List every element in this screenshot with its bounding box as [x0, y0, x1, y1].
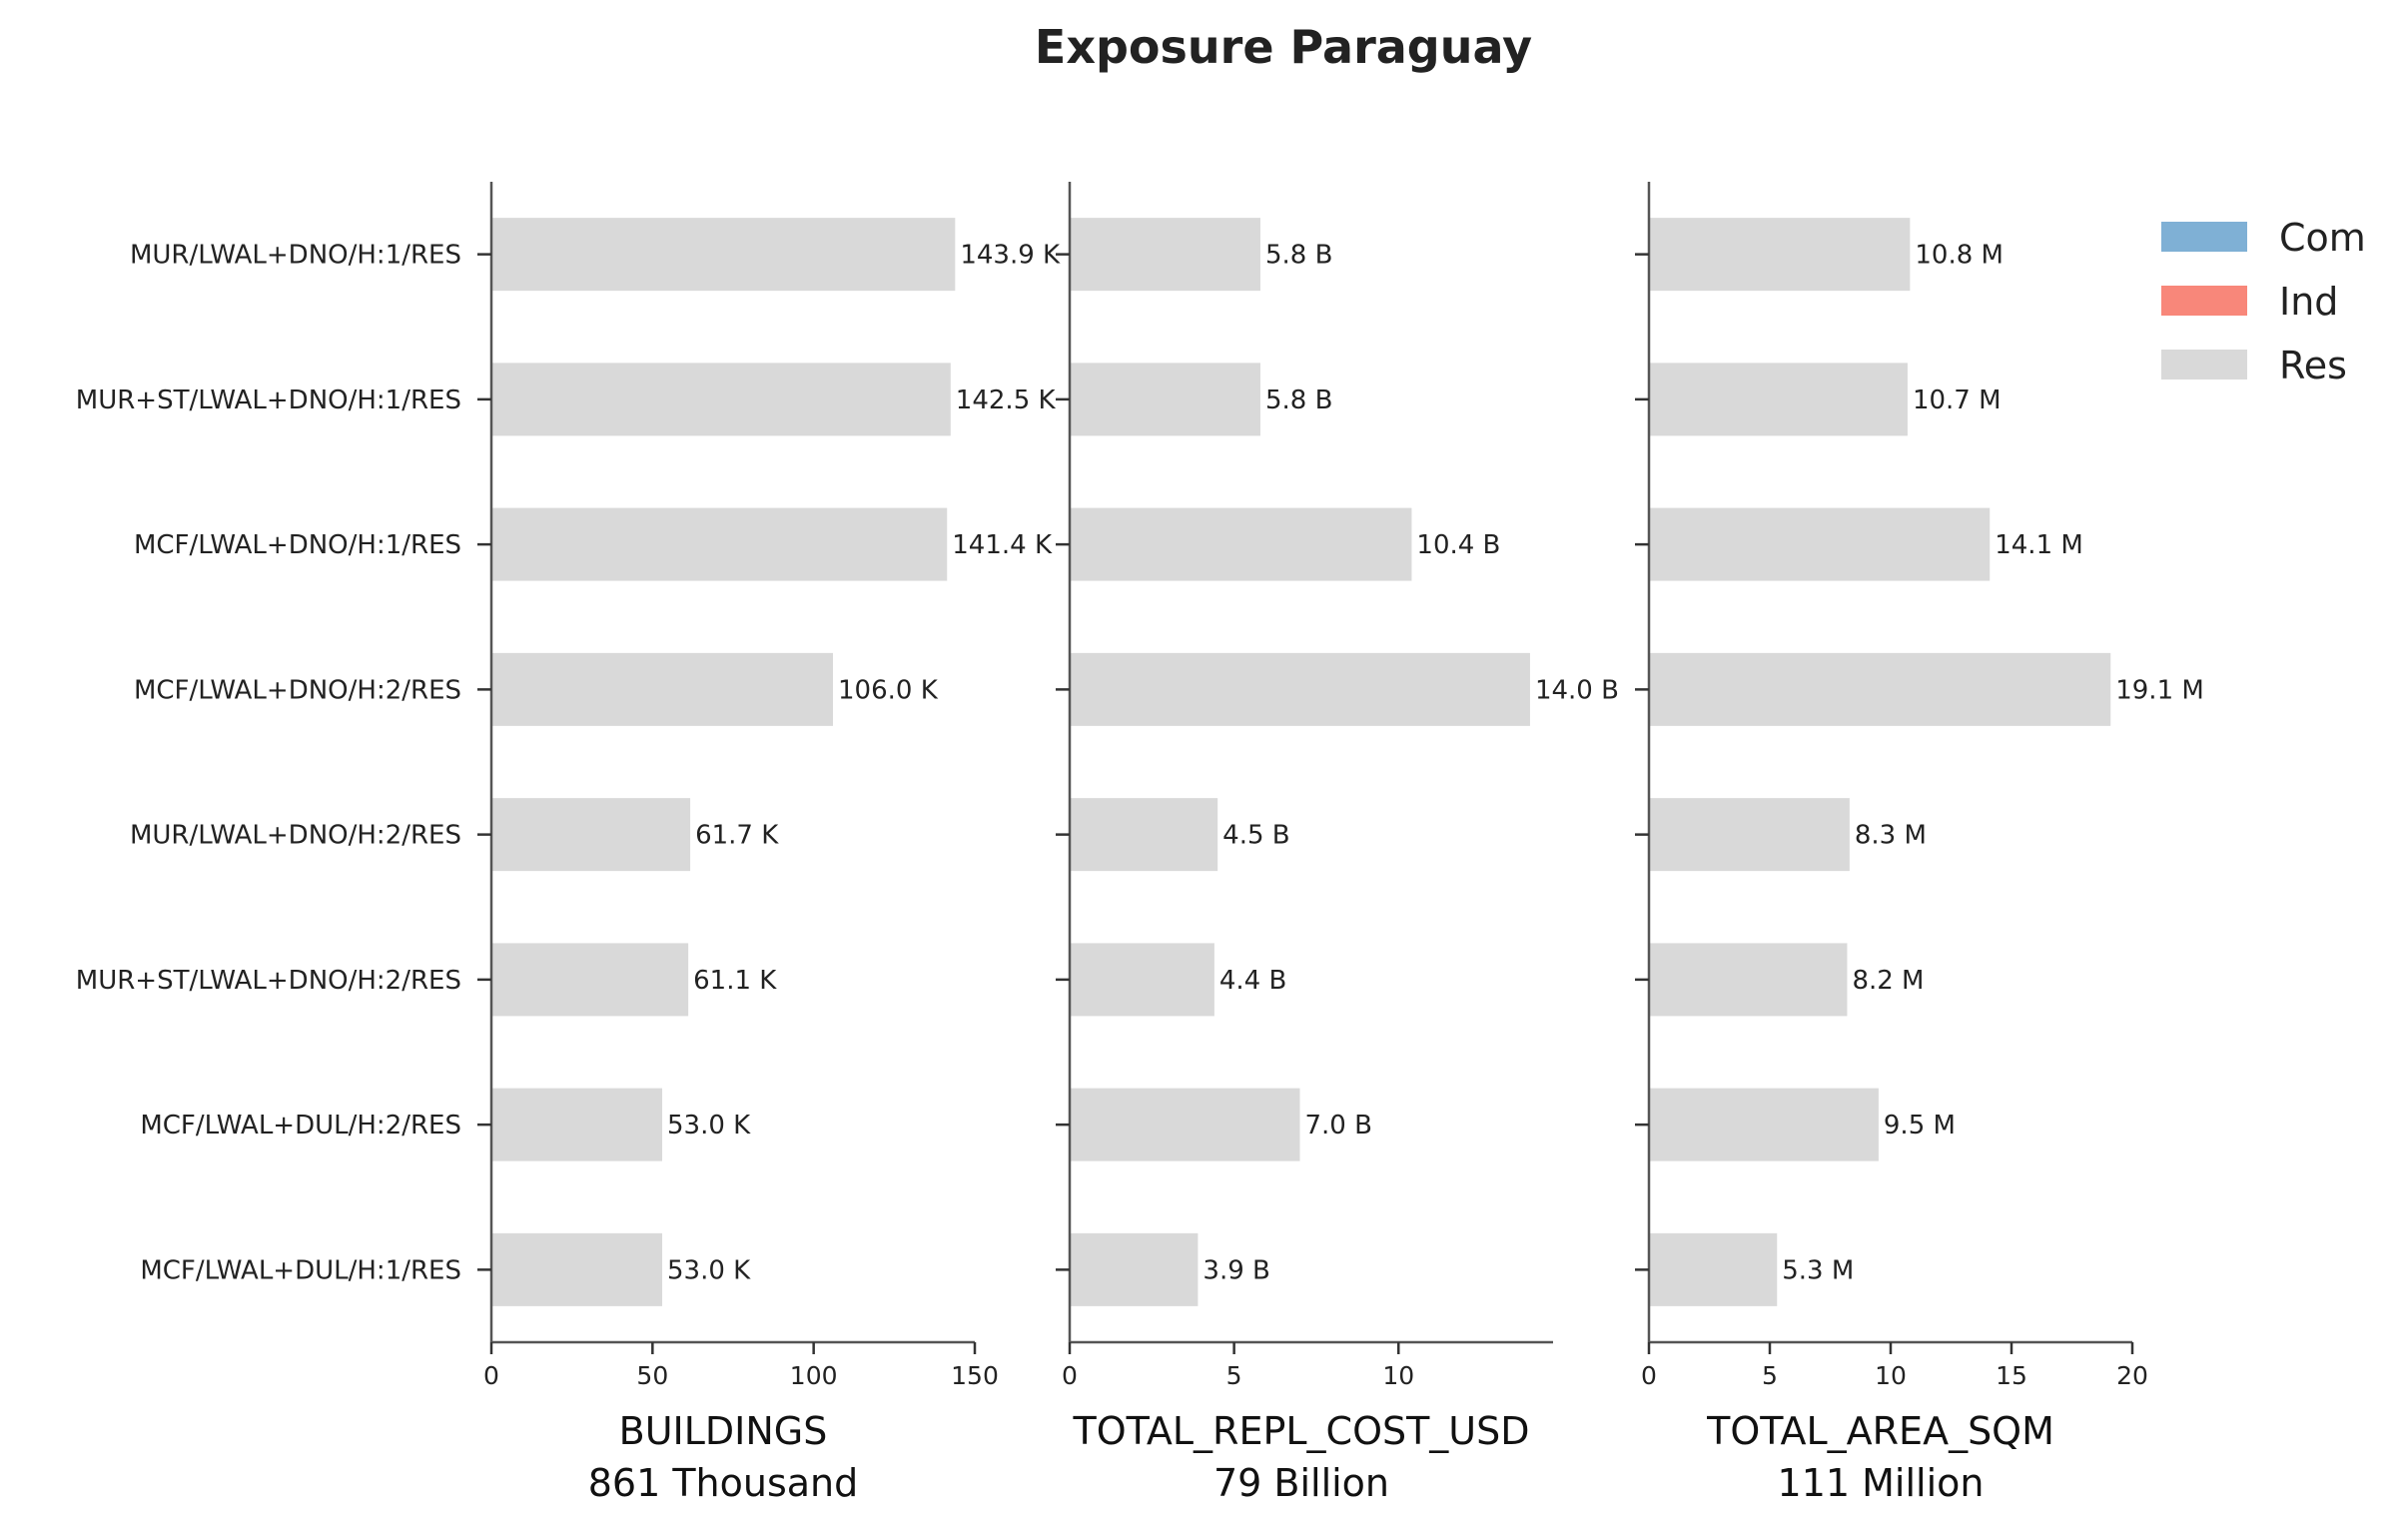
value-label-total-repl-cost-usd-6: 7.0 B: [1304, 1111, 1371, 1141]
x-axis-label-total-area-sqm: TOTAL_AREA_SQM: [1706, 1409, 2054, 1453]
category-label-6: MCF/LWAL+DUL/H:2/RES: [140, 1111, 461, 1141]
x-axis-total-buildings: 861 Thousand: [588, 1461, 859, 1505]
value-label-total-area-sqm-7: 5.3 M: [1782, 1255, 1854, 1285]
legend-label-res: Res: [2279, 344, 2347, 387]
value-label-buildings-4: 61.7 K: [695, 821, 779, 851]
bar-total-repl-cost-usd-7: [1070, 1232, 1199, 1306]
bar-buildings-2: [491, 507, 948, 581]
x-axis-total-total-repl-cost-usd: 79 Billion: [1213, 1461, 1389, 1505]
value-label-buildings-0: 143.9 K: [960, 241, 1061, 271]
bar-buildings-5: [491, 943, 689, 1017]
bar-total-repl-cost-usd-0: [1070, 218, 1260, 292]
value-label-total-area-sqm-5: 8.2 M: [1852, 966, 1924, 996]
value-label-total-area-sqm-2: 14.1 M: [1995, 530, 2083, 560]
value-label-total-area-sqm-1: 10.7 M: [1913, 385, 2002, 415]
legend-label-com: Com: [2279, 216, 2366, 260]
x-axis-label-total-repl-cost-usd: TOTAL_REPL_COST_USD: [1072, 1409, 1529, 1453]
legend-item-com: Com: [2161, 216, 2366, 260]
x-tick-label-buildings-3: 150: [951, 1361, 999, 1390]
value-label-total-repl-cost-usd-7: 3.9 B: [1203, 1255, 1269, 1285]
category-label-5: MUR+ST/LWAL+DNO/H:2/RES: [76, 966, 461, 996]
panel-total-area-sqm: 10.8 M 10.7 M 14.1 M 19.1 M 8.3 M 8.2 M 9.5 M 5…: [1635, 182, 2204, 1505]
x-axis-total-total-area-sqm: 111 Million: [1778, 1461, 1985, 1505]
bar-total-repl-cost-usd-6: [1070, 1088, 1300, 1161]
bar-total-area-sqm-6: [1649, 1088, 1879, 1161]
x-axis-label-buildings: BUILDINGS: [619, 1409, 828, 1453]
x-tick-label-buildings-1: 50: [636, 1361, 668, 1390]
category-label-0: MUR/LWAL+DNO/H:1/RES: [130, 241, 461, 271]
value-label-total-repl-cost-usd-3: 14.0 B: [1535, 675, 1619, 705]
value-label-total-repl-cost-usd-2: 10.4 B: [1416, 530, 1500, 560]
chart-legend: Com Ind Res: [2161, 216, 2366, 387]
value-label-buildings-5: 61.1 K: [693, 966, 777, 996]
value-label-total-repl-cost-usd-4: 4.5 B: [1222, 821, 1289, 851]
x-tick-label-total-area-sqm-0: 0: [1641, 1361, 1657, 1390]
bar-total-area-sqm-1: [1649, 363, 1908, 436]
value-label-buildings-7: 53.0 K: [667, 1255, 751, 1285]
value-label-total-repl-cost-usd-5: 4.4 B: [1219, 966, 1286, 996]
legend-item-ind: Ind: [2161, 280, 2338, 324]
value-label-buildings-6: 53.0 K: [667, 1111, 751, 1141]
bar-total-repl-cost-usd-4: [1070, 798, 1218, 872]
value-label-total-area-sqm-6: 9.5 M: [1884, 1111, 1956, 1141]
bar-total-repl-cost-usd-5: [1070, 943, 1214, 1017]
bar-total-area-sqm-7: [1649, 1232, 1778, 1306]
category-label-7: MCF/LWAL+DUL/H:1/RES: [140, 1255, 461, 1285]
legend-item-res: Res: [2161, 344, 2347, 387]
bar-total-repl-cost-usd-2: [1070, 507, 1412, 581]
x-tick-label-total-repl-cost-usd-1: 5: [1226, 1361, 1242, 1390]
chart-panels: 143.9 K 142.5 K 141.4 K 106.0 K 61.7 K 61.1 K…: [76, 182, 2204, 1505]
value-label-total-area-sqm-4: 8.3 M: [1855, 821, 1927, 851]
x-tick-label-buildings-0: 0: [483, 1361, 499, 1390]
value-label-total-area-sqm-3: 19.1 M: [2115, 675, 2204, 705]
bar-buildings-0: [491, 218, 956, 292]
value-label-total-area-sqm-0: 10.8 M: [1915, 241, 2004, 271]
bar-total-area-sqm-5: [1649, 943, 1848, 1017]
x-tick-label-total-area-sqm-1: 5: [1762, 1361, 1778, 1390]
chart-title: Exposure Paraguay: [1035, 20, 1532, 74]
bar-total-area-sqm-2: [1649, 507, 1991, 581]
value-label-buildings-1: 142.5 K: [956, 385, 1057, 415]
bar-total-area-sqm-3: [1649, 652, 2111, 726]
bar-total-area-sqm-0: [1649, 218, 1911, 292]
legend-label-ind: Ind: [2279, 280, 2338, 324]
panel-buildings: 143.9 K 142.5 K 141.4 K 106.0 K 61.7 K 61.1 K…: [76, 182, 1061, 1505]
x-tick-label-total-area-sqm-4: 20: [2116, 1361, 2148, 1390]
category-label-1: MUR+ST/LWAL+DNO/H:1/RES: [76, 385, 461, 415]
bar-buildings-3: [491, 652, 834, 726]
x-tick-label-buildings-2: 100: [790, 1361, 838, 1390]
x-tick-label-total-repl-cost-usd-2: 10: [1382, 1361, 1414, 1390]
panel-total-repl-cost-usd: 5.8 B 5.8 B 10.4 B 14.0 B 4.5 B 4.4 B 7.0 B 3.9…: [1056, 182, 1619, 1505]
bar-buildings-4: [491, 798, 691, 872]
bar-buildings-6: [491, 1088, 663, 1161]
bar-total-repl-cost-usd-3: [1070, 652, 1530, 726]
x-tick-label-total-repl-cost-usd-0: 0: [1062, 1361, 1078, 1390]
x-tick-label-total-area-sqm-2: 10: [1875, 1361, 1907, 1390]
value-label-total-repl-cost-usd-0: 5.8 B: [1265, 241, 1332, 271]
category-label-2: MCF/LWAL+DNO/H:1/RES: [134, 530, 461, 560]
value-label-buildings-2: 141.4 K: [952, 530, 1053, 560]
bar-total-area-sqm-4: [1649, 798, 1850, 872]
category-label-4: MUR/LWAL+DNO/H:2/RES: [130, 821, 461, 851]
bar-buildings-7: [491, 1232, 663, 1306]
value-label-buildings-3: 106.0 K: [838, 675, 939, 705]
value-label-total-repl-cost-usd-1: 5.8 B: [1265, 385, 1332, 415]
legend-swatch-ind: [2161, 286, 2247, 316]
legend-swatch-res: [2161, 350, 2247, 380]
legend-swatch-com: [2161, 222, 2247, 252]
category-label-3: MCF/LWAL+DNO/H:2/RES: [134, 675, 461, 705]
x-tick-label-total-area-sqm-3: 15: [1996, 1361, 2027, 1390]
bar-buildings-1: [491, 363, 951, 436]
bar-total-repl-cost-usd-1: [1070, 363, 1260, 436]
